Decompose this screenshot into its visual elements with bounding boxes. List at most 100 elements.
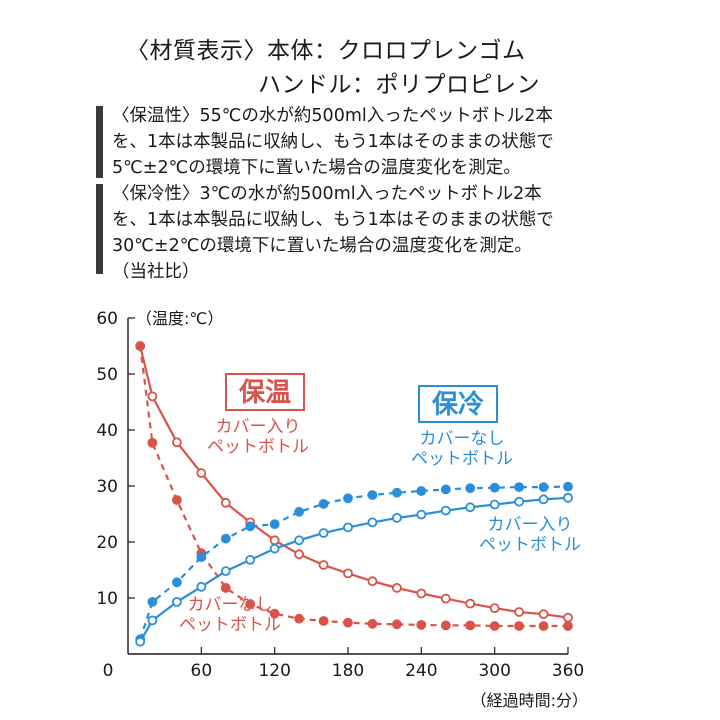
data-point: [391, 487, 402, 498]
data-point: [245, 599, 256, 610]
data-point: [563, 621, 573, 631]
data-point: [343, 617, 353, 628]
data-point: [538, 494, 549, 505]
data-point: [269, 608, 280, 619]
data-point: [343, 568, 353, 579]
data-point: [416, 509, 427, 520]
y-tick-label: 60: [96, 309, 118, 329]
data-point: [514, 482, 524, 493]
test-description: 〈保温性〉55℃の水が約500ml入ったペットボトル2本 を、1本は本製品に収納…: [96, 100, 706, 285]
data-point: [538, 621, 549, 631]
x-tick-label: 240: [405, 661, 437, 681]
data-point: [440, 484, 451, 495]
data-point: [135, 636, 146, 647]
material-line-handle: ハンドル：ポリプロピレン: [258, 72, 540, 98]
y-tick-label: 10: [96, 589, 118, 609]
data-point: [465, 483, 476, 494]
data-point: [465, 502, 476, 513]
data-point: [440, 593, 451, 604]
series-line-warm-0: [139, 345, 569, 619]
data-point: [563, 481, 573, 492]
series-label-cold-3: ペットボトル: [479, 535, 581, 555]
x-tick-label: 60: [191, 661, 213, 681]
series-label-warm-0: ペットボトル: [207, 437, 309, 457]
data-point: [538, 609, 549, 620]
series-label-warm-1: カバーなし: [188, 595, 273, 615]
data-point: [343, 522, 353, 533]
x-tick-label: 300: [478, 661, 510, 681]
description-line: 5℃±2℃の環境下に置いた場合の温度変化を測定。: [112, 158, 521, 178]
data-point: [416, 486, 427, 496]
x-tick-label: 180: [332, 661, 364, 681]
y-tick-label: 30: [96, 477, 118, 497]
data-point: [171, 495, 182, 505]
data-point: [294, 535, 305, 546]
data-point: [245, 521, 256, 532]
series-label-cold-2: ペットボトル: [411, 449, 513, 469]
data-point: [318, 528, 329, 538]
data-point: [171, 577, 182, 588]
data-point: [367, 576, 378, 587]
description-bar-cold: [96, 184, 103, 274]
data-point: [465, 598, 476, 609]
data-point: [563, 492, 573, 503]
y-tick-label: 20: [96, 533, 118, 553]
data-point: [294, 549, 305, 560]
cold-group-label: 保冷: [431, 389, 484, 420]
data-point: [343, 493, 353, 504]
x-axis-label: （経過時間:分）: [471, 691, 588, 710]
data-point: [196, 552, 207, 562]
data-point: [538, 482, 549, 493]
data-point: [391, 583, 402, 593]
data-point: [318, 560, 329, 570]
data-point: [196, 581, 207, 592]
data-point: [367, 490, 378, 500]
data-point: [391, 619, 402, 630]
data-point: [514, 496, 524, 507]
data-point: [171, 437, 182, 448]
data-point: [245, 555, 256, 565]
series-label-cold-3: カバー入り: [488, 515, 573, 535]
data-point: [147, 437, 158, 448]
data-point: [147, 597, 158, 607]
data-point: [563, 612, 573, 623]
series-label-warm-0: カバー入り: [216, 417, 301, 437]
data-point: [220, 533, 231, 544]
data-point: [147, 615, 158, 626]
y-axis-label: （温度:℃）: [136, 309, 223, 328]
cold-group-label-box: [418, 385, 498, 423]
data-point: [440, 620, 451, 631]
data-point: [440, 505, 451, 516]
series-label-warm-1: ペットボトル: [179, 615, 281, 635]
data-point: [269, 535, 280, 546]
data-point: [489, 499, 500, 510]
data-point: [135, 341, 146, 351]
data-point: [220, 583, 231, 593]
data-point: [489, 482, 500, 493]
data-point: [147, 391, 158, 402]
x-tick-label: 360: [552, 661, 584, 681]
data-point: [220, 497, 231, 508]
warm-group-label: 保温: [238, 378, 291, 408]
data-point: [514, 621, 524, 631]
data-point: [416, 620, 427, 630]
x-tick-label: 0: [103, 661, 114, 681]
description-line: 〈保温性〉55℃の水が約500ml入ったペットボトル2本: [112, 106, 553, 126]
data-point: [269, 519, 280, 529]
description-line: を、1本は本製品に収納し、もう1本はそのままの状態で: [112, 132, 554, 152]
description-line: （当社比）: [112, 262, 200, 282]
material-line-body: 〈材質表示〉本体：クロロプレンゴム: [126, 38, 526, 64]
data-point: [294, 613, 305, 624]
data-point: [269, 543, 280, 554]
data-point: [171, 597, 182, 607]
x-tick-label: 120: [258, 661, 290, 681]
data-point: [367, 618, 378, 629]
data-point: [220, 566, 231, 576]
data-point: [416, 588, 427, 599]
y-tick-label: 40: [96, 421, 118, 441]
data-point: [489, 621, 500, 631]
material-info: 〈材質表示〉本体：クロロプレンゴム ハンドル：ポリプロピレン: [0, 0, 720, 100]
data-point: [465, 620, 476, 631]
data-point: [318, 498, 329, 509]
